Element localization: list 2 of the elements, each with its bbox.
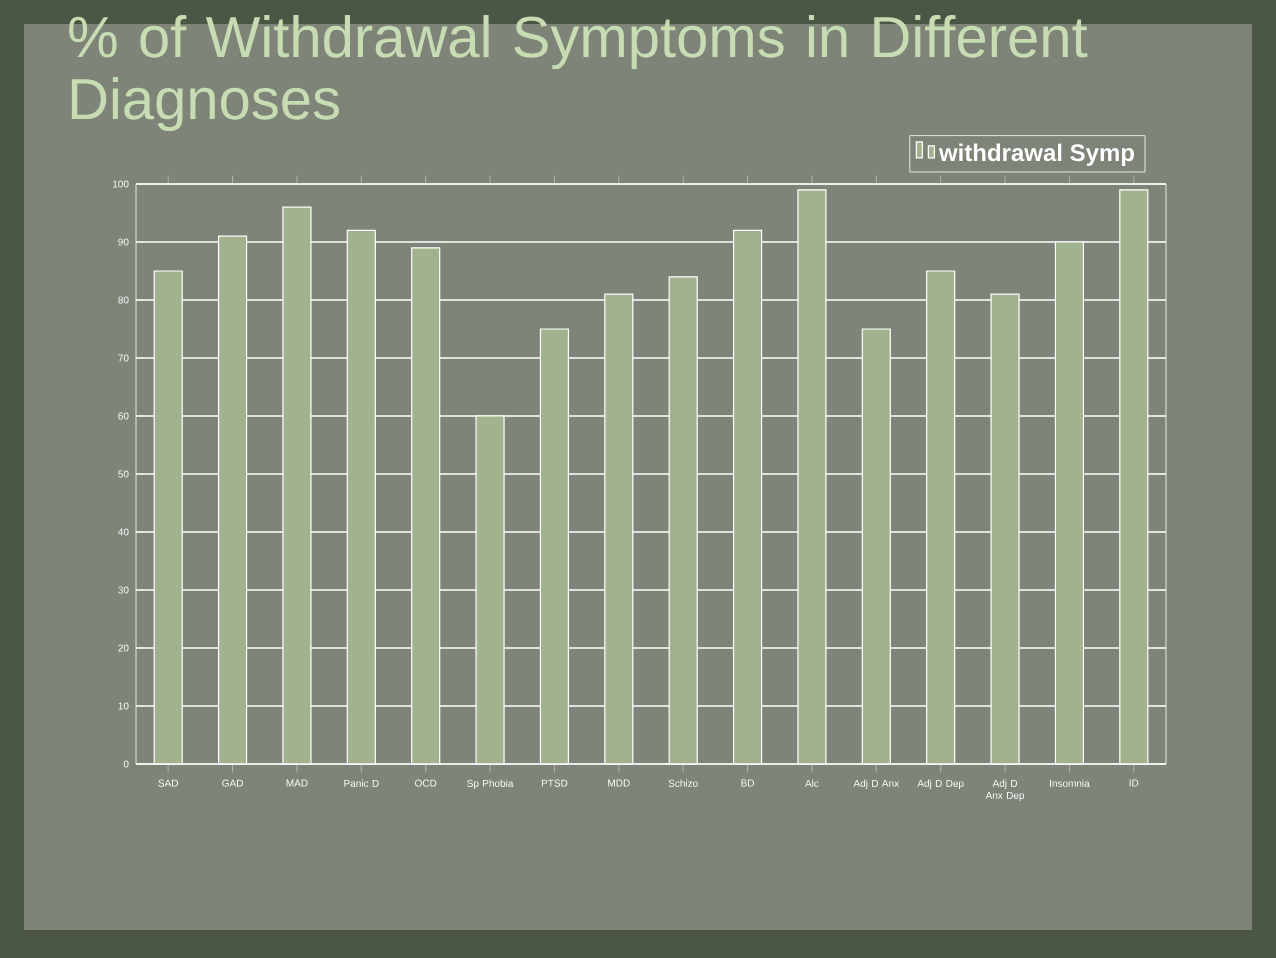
- chart-title: % of Withdrawal Symptoms in Different Diagnoses: [69, 15, 1088, 132]
- legend-label: withdrawal Symp: [938, 143, 1134, 166]
